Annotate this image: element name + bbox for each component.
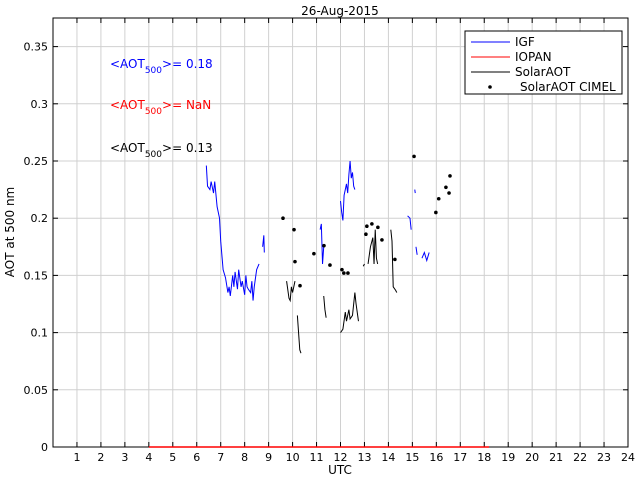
x-tick-label: 15 [405,451,419,464]
legend-label-solaraot-cimel: SolarAOT CIMEL [520,80,616,94]
y-tick-label: 0.1 [31,327,49,340]
x-tick-label: 22 [573,451,587,464]
solaraot-cimel-point [322,244,326,248]
solaraot-cimel-point [364,232,368,236]
solaraot-cimel-point [370,222,374,226]
y-axis-label: AOT at 500 nm [3,187,17,277]
annotation-suffix: >= 0.13 [162,141,213,155]
annotation-suffix: >= 0.18 [162,57,213,71]
x-tick-label: 21 [549,451,563,464]
x-tick-label: 19 [501,451,515,464]
solaraot-cimel-point [292,228,296,232]
solaraot-cimel-point [393,258,397,262]
y-tick-label: 0 [41,441,48,454]
x-tick-label: 7 [217,451,224,464]
x-tick-label: 6 [193,451,200,464]
annotation-suffix: >= NaN [162,98,211,112]
x-tick-label: 14 [381,451,395,464]
x-tick-label: 11 [310,451,324,464]
solaraot-cimel-point [328,263,332,267]
solaraot-cimel-point [293,260,297,264]
x-tick-label: 10 [286,451,300,464]
legend-swatch-solaraot-cimel [488,85,492,89]
x-tick-label: 9 [265,451,272,464]
solaraot-cimel-point [380,238,384,242]
legend-label-solaraot: SolarAOT [515,65,571,79]
annotation-prefix: <AOT [110,98,145,112]
x-tick-label: 17 [453,451,467,464]
chart-title: 26-Aug-2015 [301,4,379,18]
solaraot-cimel-point [281,216,285,220]
solaraot-cimel-point [346,271,350,275]
legend-label-igf: IGF [515,35,535,49]
annotation-subscript: 500 [145,66,162,76]
x-axis-label: UTC [328,463,352,477]
y-tick-label: 0.35 [24,41,49,54]
annotation-prefix: <AOT [110,57,145,71]
x-tick-label: 5 [169,451,176,464]
x-tick-label: 16 [429,451,443,464]
solaraot-cimel-point [312,252,316,256]
solaraot-cimel-point [340,268,344,272]
annotation-subscript: 500 [145,150,162,160]
solaraot-cimel-point [437,197,441,201]
annotation-prefix: <AOT [110,141,145,155]
solaraot-cimel-point [448,174,452,178]
x-tick-label: 2 [97,451,104,464]
x-tick-label: 18 [477,451,491,464]
x-tick-label: 4 [145,451,152,464]
annotation-subscript: 500 [145,107,162,117]
solaraot-cimel-point [298,284,302,288]
x-tick-label: 1 [73,451,80,464]
x-tick-label: 3 [121,451,128,464]
solaraot-cimel-point [376,226,380,230]
y-tick-label: 0.3 [31,98,49,111]
x-tick-label: 8 [241,451,248,464]
y-tick-label: 0.25 [24,155,49,168]
x-tick-label: 23 [597,451,611,464]
x-tick-label: 20 [525,451,539,464]
solaraot-cimel-point [342,271,346,275]
solaraot-cimel-point [412,155,416,159]
solaraot-cimel-point [365,224,369,228]
y-tick-label: 0.05 [24,384,49,397]
solaraot-cimel-point [434,211,438,215]
solaraot-cimel-point [447,191,451,195]
y-tick-label: 0.2 [31,212,49,225]
solaraot-cimel-point [444,186,448,190]
legend-label-iopan: IOPAN [515,50,552,64]
x-tick-label: 13 [357,451,371,464]
y-tick-label: 0.15 [24,269,49,282]
x-tick-label: 24 [621,451,635,464]
